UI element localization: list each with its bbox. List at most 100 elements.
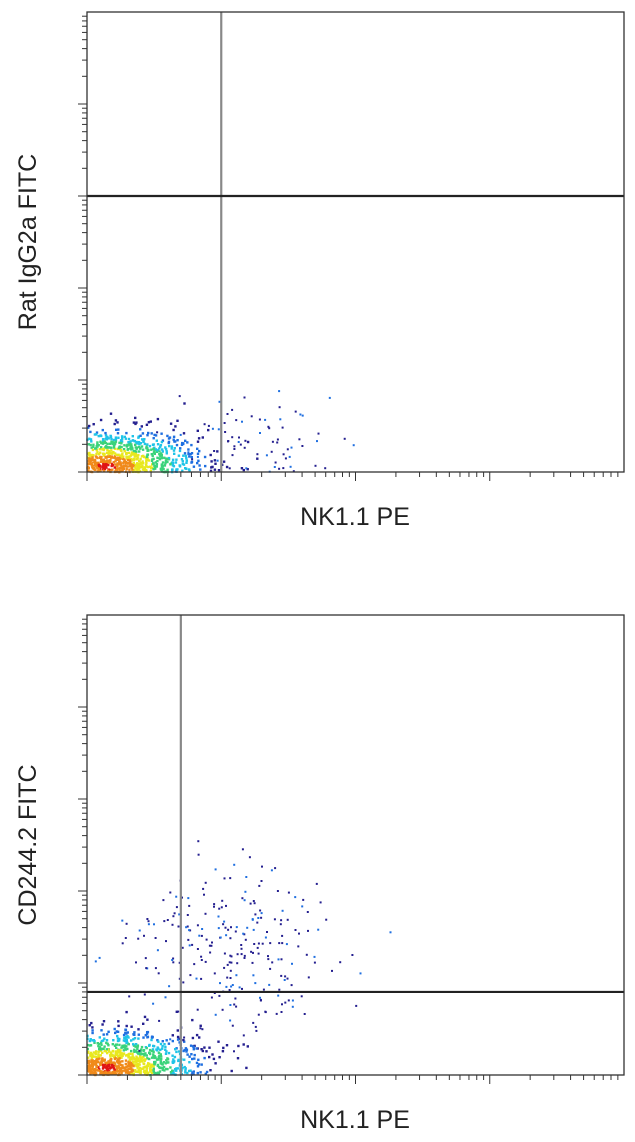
- event-dot: [173, 447, 176, 450]
- event-dot: [115, 468, 119, 472]
- event-dot: [204, 1072, 207, 1075]
- event-dot: [217, 469, 221, 472]
- event-dot: [110, 464, 113, 468]
- event-dot: [166, 434, 169, 438]
- event-dot: [156, 1063, 160, 1067]
- event-dot: [122, 1039, 126, 1042]
- event-dot: [172, 428, 175, 432]
- event-dot: [93, 1063, 97, 1066]
- event-dot: [117, 1039, 121, 1042]
- event-dot: [119, 1049, 122, 1052]
- event-dot: [105, 466, 108, 469]
- event-dot: [151, 1048, 155, 1051]
- event-dot: [124, 937, 127, 939]
- event-dot: [237, 1044, 240, 1048]
- event-dot: [279, 418, 282, 421]
- event-dot: [245, 876, 248, 878]
- event-dot: [196, 1071, 199, 1075]
- event-dot: [87, 459, 90, 462]
- event-dot: [99, 458, 103, 461]
- event-dot: [260, 880, 263, 882]
- event-dot: [127, 451, 130, 455]
- event-dot: [137, 1033, 140, 1036]
- event-dot: [122, 1052, 126, 1055]
- event-dot: [96, 467, 99, 470]
- event-dot: [88, 437, 91, 440]
- event-dot: [155, 465, 158, 468]
- event-dot: [227, 440, 230, 442]
- event-dot: [258, 884, 261, 887]
- event-dot: [109, 1061, 112, 1064]
- event-dot: [172, 449, 176, 452]
- event-dot: [237, 441, 240, 443]
- event-dot: [92, 445, 95, 448]
- event-dot: [153, 1060, 156, 1064]
- event-dot: [167, 1051, 171, 1055]
- event-dot: [125, 922, 128, 925]
- event-dot: [301, 905, 304, 908]
- event-dot: [131, 465, 134, 469]
- event-dot: [317, 432, 320, 435]
- event-dot: [117, 1060, 120, 1063]
- event-dot: [105, 1041, 108, 1045]
- event-dot: [291, 962, 293, 965]
- event-dot: [98, 1069, 102, 1073]
- event-dot: [133, 455, 136, 458]
- event-dot: [111, 1061, 114, 1064]
- event-dot: [91, 1029, 94, 1032]
- event-dot: [187, 451, 190, 454]
- event-dot: [186, 1071, 189, 1075]
- event-dot: [88, 1039, 91, 1043]
- event-dot: [115, 1067, 119, 1071]
- event-dot: [150, 453, 153, 456]
- event-dot: [146, 434, 149, 437]
- event-dot: [107, 437, 110, 440]
- event-dot: [290, 446, 293, 449]
- event-dot: [214, 1062, 217, 1065]
- event-dot: [140, 1045, 144, 1049]
- event-dot: [177, 925, 180, 928]
- event-dot: [135, 450, 138, 454]
- event-dot: [150, 1038, 153, 1042]
- event-dot: [207, 428, 210, 432]
- event-dot: [257, 952, 260, 955]
- event-dot: [114, 1072, 117, 1076]
- event-dot: [218, 994, 221, 997]
- event-dot: [97, 463, 100, 467]
- event-dot: [91, 1058, 94, 1062]
- event-dot: [98, 1049, 101, 1053]
- event-dot: [148, 1048, 152, 1052]
- event-dot: [152, 462, 155, 465]
- event-dot: [113, 442, 116, 446]
- event-dot: [319, 901, 322, 904]
- event-dot: [153, 452, 156, 455]
- event-dot: [185, 459, 188, 462]
- event-dot: [139, 1050, 142, 1053]
- event-dot: [91, 1039, 94, 1042]
- event-dot: [133, 439, 136, 443]
- event-dot: [234, 930, 237, 933]
- event-dot: [164, 1062, 167, 1065]
- event-dot: [233, 448, 236, 450]
- event-dot: [165, 452, 168, 455]
- event-dot: [244, 938, 247, 941]
- event-dot: [142, 1067, 145, 1070]
- event-dot: [139, 465, 143, 469]
- event-dot: [137, 1037, 140, 1040]
- event-dot: [202, 887, 205, 890]
- event-dot: [90, 457, 93, 460]
- event-dot: [240, 944, 243, 946]
- event-dot: [89, 438, 93, 441]
- event-dot: [107, 449, 111, 453]
- event-dot: [164, 459, 168, 463]
- event-dot: [152, 1065, 155, 1068]
- event-dot: [88, 1024, 91, 1027]
- event-dot: [145, 461, 148, 465]
- event-dot: [135, 1070, 138, 1073]
- event-dot: [186, 1053, 189, 1056]
- event-dot: [92, 1039, 95, 1042]
- event-dot: [115, 1069, 118, 1073]
- event-dot: [196, 1065, 200, 1068]
- event-dot: [130, 1039, 133, 1042]
- event-dot: [307, 976, 310, 979]
